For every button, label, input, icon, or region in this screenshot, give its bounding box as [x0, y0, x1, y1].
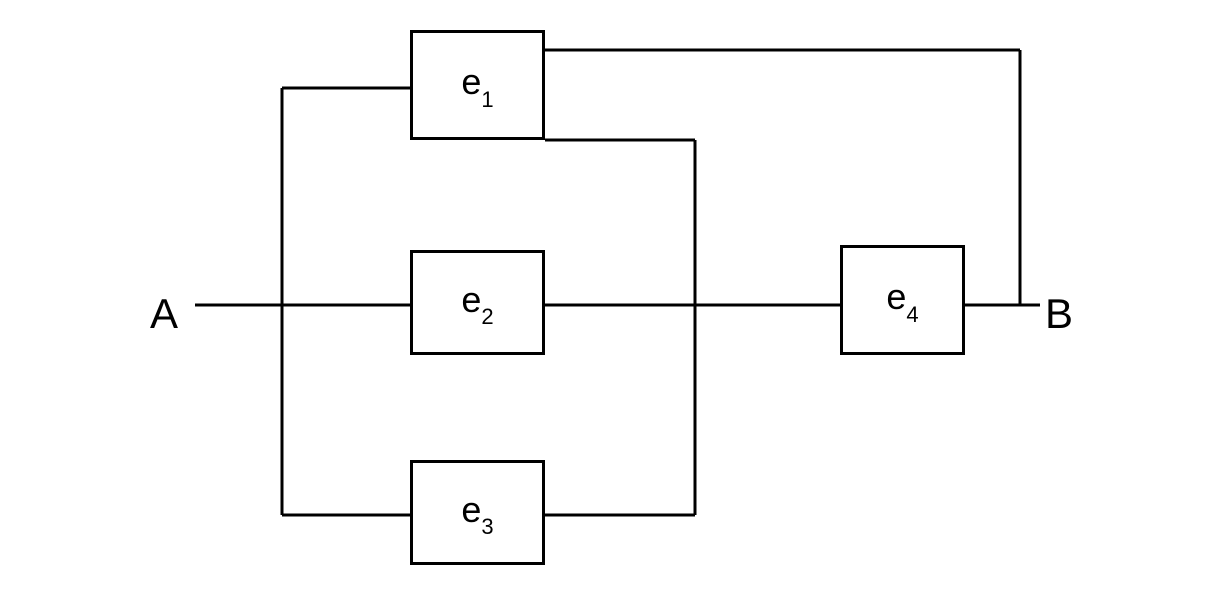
node-e3: e3 — [410, 460, 545, 565]
terminal-a: A — [150, 290, 178, 338]
node-e1-sub: 1 — [481, 87, 493, 112]
node-e1-main: e — [461, 61, 481, 102]
node-e3-main: e — [461, 489, 481, 530]
node-e2: e2 — [410, 250, 545, 355]
node-e1: e1 — [410, 30, 545, 140]
reliability-block-diagram: A B e1 e2 e3 e4 — [0, 0, 1216, 610]
node-e2-main: e — [461, 279, 481, 320]
node-e4-main: e — [886, 276, 906, 317]
node-e4-sub: 4 — [906, 302, 918, 327]
node-e4: e4 — [840, 245, 965, 355]
terminal-b: B — [1045, 290, 1073, 338]
node-e3-sub: 3 — [481, 514, 493, 539]
node-e2-sub: 2 — [481, 304, 493, 329]
diagram-edges — [0, 0, 1216, 610]
